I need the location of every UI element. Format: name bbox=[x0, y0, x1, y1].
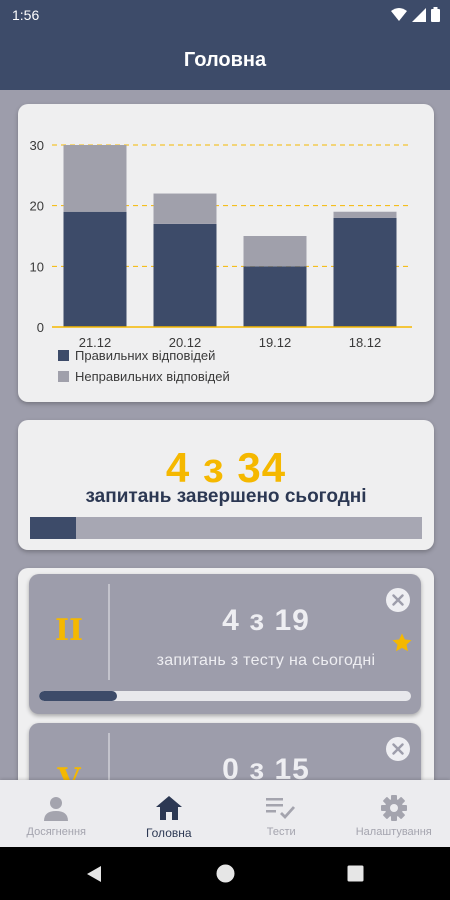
battery-icon bbox=[431, 7, 440, 22]
y-tick-label: 20 bbox=[30, 199, 44, 214]
bar-segment bbox=[153, 193, 217, 224]
bar-segment bbox=[333, 217, 397, 327]
chart-card: 0 10 20 30 21.12 20.12 19.12 18.12 Правильних ві… bbox=[18, 104, 434, 402]
divider bbox=[108, 733, 110, 823]
home-icon bbox=[155, 796, 182, 820]
recents-icon[interactable] bbox=[347, 865, 364, 882]
nav-item-home[interactable]: Головна bbox=[113, 780, 226, 847]
gear-icon bbox=[380, 795, 407, 821]
test-count: 4 з 19 bbox=[222, 604, 310, 637]
home-button-icon[interactable] bbox=[216, 864, 235, 883]
test-label: запитань з тесту на сьогодні bbox=[156, 652, 376, 669]
nav-label: Досягнення bbox=[26, 826, 86, 838]
nav-item-settings[interactable]: Налаштування bbox=[338, 780, 450, 847]
system-navigation-bar bbox=[0, 847, 450, 900]
bottom-navigation: Досягнення Головна Тести Налаш bbox=[0, 780, 450, 847]
legend-label: Неправильних відповідей bbox=[75, 369, 230, 384]
nav-item-tests[interactable]: Тести bbox=[225, 780, 338, 847]
x-tick-label: 18.12 bbox=[349, 335, 382, 350]
wifi-icon bbox=[391, 7, 407, 21]
test-item[interactable]: II 4 з 19 запитань з тесту на сьогодні bbox=[29, 574, 421, 714]
close-icon bbox=[392, 594, 404, 606]
back-icon[interactable] bbox=[86, 865, 102, 883]
legend-swatch bbox=[58, 350, 69, 361]
bar-segment bbox=[63, 145, 127, 212]
person-icon bbox=[44, 797, 69, 821]
stacked-bar-chart: 0 10 20 30 21.12 20.12 19.12 18.12 Правильних ві… bbox=[30, 138, 412, 384]
test-progress-bar bbox=[39, 691, 411, 701]
x-tick-label: 21.12 bbox=[79, 335, 112, 350]
x-tick-label: 19.12 bbox=[259, 335, 292, 350]
legend-label: Правильних відповідей bbox=[75, 348, 215, 363]
divider bbox=[108, 584, 110, 680]
summary-label: запитань завершено сьогодні bbox=[85, 486, 367, 507]
summary-progress-fill bbox=[30, 517, 77, 539]
page-title: Головна bbox=[183, 49, 267, 71]
test-progress-fill bbox=[39, 691, 118, 701]
x-tick-label: 20.12 bbox=[169, 335, 202, 350]
tests-list-card: II 4 з 19 запитань з тесту на сьогодні V… bbox=[18, 568, 434, 823]
bar-segment bbox=[153, 223, 217, 327]
summary-count: 4 з 34 bbox=[165, 444, 287, 491]
remove-test-button[interactable] bbox=[386, 737, 410, 761]
legend-swatch bbox=[58, 371, 69, 382]
app-bar: Головна bbox=[0, 30, 450, 90]
signal-icon bbox=[412, 7, 426, 22]
bar-segment bbox=[333, 211, 397, 218]
summary-progress-bar bbox=[30, 517, 422, 539]
close-icon bbox=[392, 743, 404, 755]
bar-segment bbox=[63, 211, 127, 327]
y-tick-label: 10 bbox=[30, 259, 44, 274]
remove-test-button[interactable] bbox=[386, 588, 410, 612]
daily-summary-card: 4 з 34 запитань завершено сьогодні bbox=[18, 420, 434, 550]
test-numeral: II bbox=[54, 612, 84, 648]
y-tick-label: 30 bbox=[30, 138, 44, 153]
star-icon[interactable] bbox=[391, 632, 413, 654]
checklist-icon bbox=[266, 798, 296, 820]
bar-segment bbox=[243, 266, 307, 327]
nav-label: Головна bbox=[145, 826, 192, 840]
status-bar: 1:56 bbox=[0, 0, 450, 30]
bar-segment bbox=[243, 236, 307, 267]
y-tick-label: 0 bbox=[37, 320, 44, 335]
status-time: 1:56 bbox=[12, 7, 40, 23]
status-icons bbox=[391, 7, 440, 22]
nav-label: Тести bbox=[266, 826, 296, 838]
nav-item-achievements[interactable]: Досягнення bbox=[0, 780, 113, 847]
nav-label: Налаштування bbox=[355, 826, 432, 838]
